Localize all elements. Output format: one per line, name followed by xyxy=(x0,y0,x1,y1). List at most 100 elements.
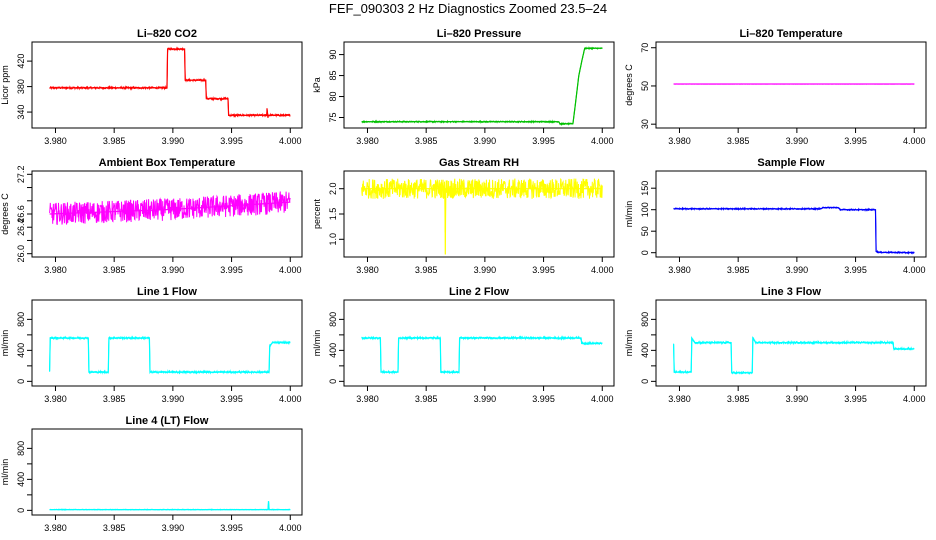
x-tick-label: 4.000 xyxy=(903,136,926,146)
x-tick-label: 4.000 xyxy=(279,394,302,404)
y-tick-label: 26.6 xyxy=(16,205,26,223)
x-tick-label: 3.980 xyxy=(668,136,691,146)
x-tick-label: 3.980 xyxy=(356,136,379,146)
x-tick-label: 3.995 xyxy=(844,136,867,146)
y-tick-label: 0 xyxy=(328,379,338,384)
series-line xyxy=(49,201,291,215)
y-tick-label: 800 xyxy=(16,441,26,456)
x-tick-label: 3.985 xyxy=(727,394,750,404)
chart-panel: Ambient Box Temperature degrees C 3.980 3.9… xyxy=(0,157,303,275)
x-tick-label: 3.990 xyxy=(162,265,185,275)
x-tick-label: 3.980 xyxy=(44,523,67,533)
series-line xyxy=(49,501,291,511)
x-tick-label: 3.990 xyxy=(474,394,497,404)
series-line xyxy=(49,191,291,226)
plot-frame xyxy=(655,170,927,258)
panel-title: Line 1 Flow xyxy=(137,286,197,298)
y-tick-label: 400 xyxy=(640,343,650,358)
x-tick-label: 3.985 xyxy=(415,394,438,404)
x-tick-label: 3.990 xyxy=(162,136,185,146)
x-tick-label: 4.000 xyxy=(279,265,302,275)
x-tick-label: 3.995 xyxy=(532,394,555,404)
panel-title: Ambient Box Temperature xyxy=(99,157,236,169)
x-tick-label: 3.980 xyxy=(356,265,379,275)
x-tick-label: 3.980 xyxy=(668,394,691,404)
x-tick-label: 4.000 xyxy=(903,265,926,275)
series-line xyxy=(49,501,291,511)
series-line xyxy=(673,335,915,374)
x-tick-label: 3.995 xyxy=(220,136,243,146)
y-tick-label: 70 xyxy=(640,43,650,53)
series-line xyxy=(361,47,603,125)
series-line xyxy=(361,337,603,373)
x-tick-label: 3.990 xyxy=(474,265,497,275)
y-tick-label: 27.2 xyxy=(16,166,26,184)
panel-title: Line 2 Flow xyxy=(449,286,509,298)
y-tick-label: 800 xyxy=(640,312,650,327)
x-tick-label: 3.995 xyxy=(220,523,243,533)
series-line xyxy=(49,48,291,118)
y-tick-label: 150 xyxy=(640,181,650,196)
y-tick-label: 26.0 xyxy=(16,245,26,263)
x-tick-label: 3.995 xyxy=(220,265,243,275)
y-tick-label: 0 xyxy=(640,379,650,384)
series-line xyxy=(673,207,915,254)
plot-frame xyxy=(31,41,303,129)
chart-panel: Sample Flow ml/min 3.980 3.985 3.990 3.995 4.0… xyxy=(624,157,927,275)
series-line xyxy=(49,337,291,373)
x-tick-label: 3.985 xyxy=(103,136,126,146)
chart-panel: Gas Stream RH percent 3.980 3.985 3.990 3.995… xyxy=(312,157,615,275)
x-tick-label: 3.990 xyxy=(474,136,497,146)
x-tick-label: 3.985 xyxy=(415,265,438,275)
y-tick-label: 2.0 xyxy=(328,182,338,195)
y-tick-label: 100 xyxy=(640,202,650,217)
y-tick-label: 400 xyxy=(328,343,338,358)
y-tick-label: 380 xyxy=(16,79,26,94)
x-tick-label: 4.000 xyxy=(279,523,302,533)
x-tick-label: 3.985 xyxy=(103,523,126,533)
x-tick-label: 3.990 xyxy=(786,136,809,146)
x-tick-label: 4.000 xyxy=(279,136,302,146)
panel-title: Sample Flow xyxy=(757,157,825,169)
plot-frame xyxy=(655,41,927,129)
y-tick-label: 50 xyxy=(640,81,650,91)
panel-title: Line 4 (LT) Flow xyxy=(126,415,209,427)
chart-panel: Line 4 (LT) Flow ml/min 3.980 3.985 3.990 3.9… xyxy=(0,415,303,533)
y-axis-label: ml/min xyxy=(624,201,634,228)
x-tick-label: 3.995 xyxy=(220,394,243,404)
x-tick-label: 3.985 xyxy=(103,265,126,275)
y-tick-label: 50 xyxy=(640,226,650,236)
y-axis-label: ml/min xyxy=(624,330,634,357)
x-tick-label: 3.990 xyxy=(786,265,809,275)
chart-panel: Li–820 Temperature degrees C 3.980 3.985 3.9… xyxy=(624,28,927,146)
series-line xyxy=(49,46,291,118)
y-axis-label: degrees C xyxy=(0,193,10,235)
chart-panel: Line 1 Flow ml/min 3.980 3.985 3.990 3.995 4.0… xyxy=(0,286,303,404)
panel-title: Li–820 Temperature xyxy=(739,28,842,40)
y-tick-label: 340 xyxy=(16,105,26,120)
y-tick-label: 1.0 xyxy=(328,233,338,246)
y-tick-label: 800 xyxy=(16,312,26,327)
x-tick-label: 3.985 xyxy=(103,394,126,404)
y-tick-label: 420 xyxy=(16,54,26,69)
y-tick-label: 75 xyxy=(328,113,338,123)
series-line xyxy=(49,335,291,375)
y-tick-label: 80 xyxy=(328,92,338,102)
x-tick-label: 3.985 xyxy=(727,136,750,146)
plot-frame xyxy=(655,299,927,387)
y-axis-label: ml/min xyxy=(0,459,10,486)
y-axis-label: kPa xyxy=(312,77,322,93)
y-tick-label: 0 xyxy=(16,379,26,384)
plot-frame xyxy=(343,299,615,387)
y-tick-label: 30 xyxy=(640,119,650,129)
page-title: FEF_090303 2 Hz Diagnostics Zoomed 23.5–… xyxy=(328,1,608,16)
chart-panel: Li–820 Pressure kPa 3.980 3.985 3.990 3.995 4.… xyxy=(312,28,615,146)
plot-frame xyxy=(31,299,303,387)
series-line xyxy=(361,46,603,126)
x-tick-label: 3.990 xyxy=(162,394,185,404)
panel-title: Li–820 CO2 xyxy=(137,28,197,40)
x-tick-label: 3.980 xyxy=(44,394,67,404)
y-tick-label: 26.4 xyxy=(16,218,26,236)
x-tick-label: 3.990 xyxy=(786,394,809,404)
